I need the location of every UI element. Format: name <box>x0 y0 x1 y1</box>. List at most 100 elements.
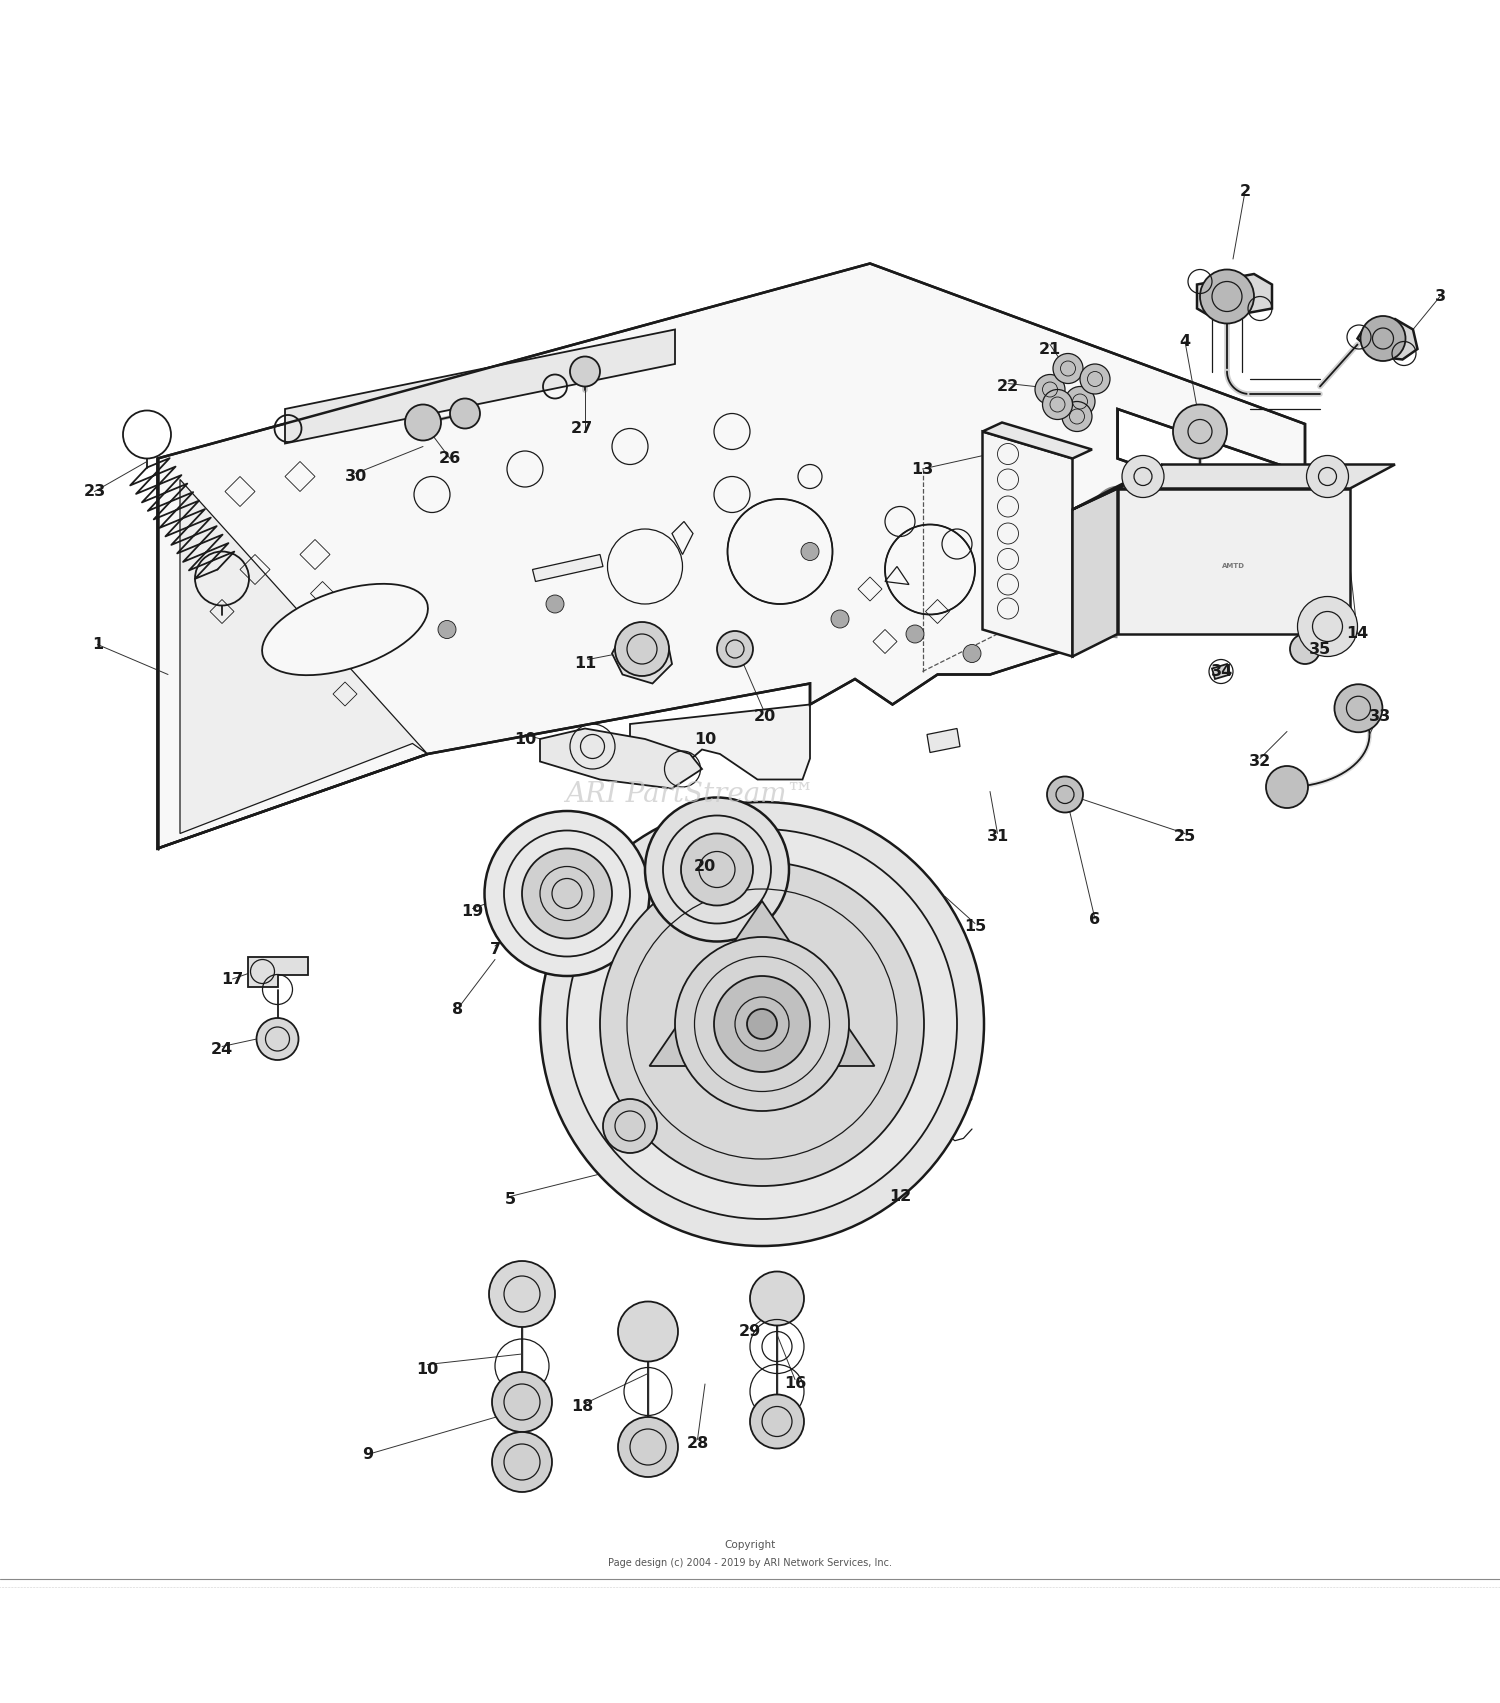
Circle shape <box>1306 455 1348 497</box>
Circle shape <box>675 937 849 1110</box>
Circle shape <box>618 1417 678 1477</box>
Text: 12: 12 <box>890 1189 910 1204</box>
Text: 7: 7 <box>489 942 501 957</box>
Text: 14: 14 <box>1347 627 1368 642</box>
Text: 4: 4 <box>1179 334 1191 349</box>
Text: 34: 34 <box>1212 664 1233 679</box>
Text: 8: 8 <box>452 1001 464 1017</box>
Circle shape <box>570 356 600 387</box>
Text: 32: 32 <box>1250 754 1270 770</box>
Circle shape <box>1062 402 1092 431</box>
Circle shape <box>438 620 456 639</box>
Circle shape <box>567 829 957 1219</box>
Text: 23: 23 <box>84 484 105 499</box>
Circle shape <box>1065 387 1095 417</box>
Polygon shape <box>1072 489 1118 656</box>
Text: 11: 11 <box>574 656 596 671</box>
Text: 1: 1 <box>92 637 104 652</box>
Circle shape <box>1298 596 1358 656</box>
Text: 18: 18 <box>572 1398 592 1413</box>
Text: 28: 28 <box>687 1437 708 1451</box>
Circle shape <box>963 644 981 662</box>
Circle shape <box>1122 455 1164 497</box>
Polygon shape <box>1072 465 1162 509</box>
Text: 3: 3 <box>1434 290 1446 305</box>
Ellipse shape <box>262 584 428 674</box>
Polygon shape <box>532 555 603 581</box>
Circle shape <box>681 833 753 906</box>
Polygon shape <box>1118 489 1350 634</box>
Circle shape <box>1266 766 1308 807</box>
Circle shape <box>801 543 819 560</box>
Circle shape <box>256 1018 298 1059</box>
Polygon shape <box>248 957 308 986</box>
Circle shape <box>831 610 849 628</box>
Polygon shape <box>982 431 1072 656</box>
Polygon shape <box>982 422 1092 458</box>
Circle shape <box>750 1395 804 1449</box>
Circle shape <box>484 811 650 976</box>
Text: 25: 25 <box>1174 829 1196 845</box>
Circle shape <box>492 1432 552 1492</box>
Text: 21: 21 <box>1040 342 1060 356</box>
Text: ARI PartStream™: ARI PartStream™ <box>566 782 814 807</box>
Polygon shape <box>285 329 675 443</box>
Circle shape <box>450 399 480 429</box>
Polygon shape <box>927 729 960 753</box>
Text: 10: 10 <box>417 1361 438 1376</box>
Circle shape <box>1035 375 1065 405</box>
Text: 30: 30 <box>345 468 366 484</box>
Circle shape <box>405 405 441 441</box>
Text: 6: 6 <box>1089 911 1101 926</box>
Circle shape <box>1335 685 1383 732</box>
Circle shape <box>522 848 612 938</box>
Text: 20: 20 <box>694 858 715 874</box>
Text: 16: 16 <box>784 1376 806 1391</box>
Circle shape <box>1200 269 1254 324</box>
Text: 35: 35 <box>1310 642 1330 656</box>
Circle shape <box>750 1272 804 1325</box>
Polygon shape <box>630 705 810 780</box>
Text: 10: 10 <box>694 732 715 746</box>
Text: 22: 22 <box>998 380 1018 393</box>
Text: 33: 33 <box>1370 708 1390 724</box>
Circle shape <box>1290 634 1320 664</box>
Text: 26: 26 <box>440 451 460 467</box>
Text: Page design (c) 2004 - 2019 by ARI Network Services, Inc.: Page design (c) 2004 - 2019 by ARI Netwo… <box>608 1558 892 1567</box>
Circle shape <box>489 1260 555 1327</box>
Polygon shape <box>540 729 702 788</box>
Text: 27: 27 <box>572 421 592 436</box>
Circle shape <box>1047 777 1083 812</box>
Text: Copyright: Copyright <box>724 1540 776 1550</box>
Circle shape <box>615 622 669 676</box>
Text: 20: 20 <box>754 708 776 724</box>
Polygon shape <box>1358 318 1418 359</box>
Circle shape <box>906 625 924 644</box>
Circle shape <box>717 632 753 668</box>
Circle shape <box>1080 364 1110 393</box>
Polygon shape <box>650 901 874 1066</box>
Circle shape <box>600 862 924 1185</box>
Circle shape <box>492 1373 552 1432</box>
Polygon shape <box>1197 274 1272 318</box>
Polygon shape <box>158 264 1305 848</box>
Polygon shape <box>1118 465 1395 489</box>
Polygon shape <box>612 627 672 683</box>
Text: 5: 5 <box>504 1192 516 1207</box>
Circle shape <box>540 802 984 1247</box>
Text: 29: 29 <box>740 1323 760 1339</box>
Circle shape <box>1173 405 1227 458</box>
Circle shape <box>1360 317 1406 361</box>
Text: 13: 13 <box>912 462 933 477</box>
Text: 10: 10 <box>514 732 535 746</box>
Circle shape <box>747 1008 777 1039</box>
Text: 31: 31 <box>987 829 1008 845</box>
Circle shape <box>603 1098 657 1153</box>
Text: 15: 15 <box>964 920 986 933</box>
Circle shape <box>1042 390 1072 419</box>
Text: 9: 9 <box>362 1448 374 1461</box>
Polygon shape <box>180 480 428 833</box>
Text: AMTD: AMTD <box>1221 564 1245 569</box>
Text: 17: 17 <box>222 971 243 986</box>
Text: 19: 19 <box>462 904 483 920</box>
